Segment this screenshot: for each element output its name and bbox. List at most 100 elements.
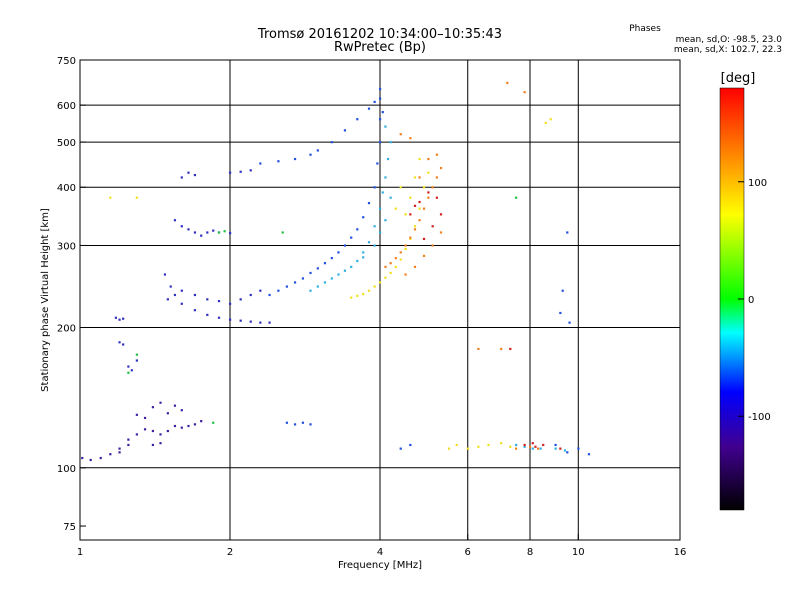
data-point <box>285 285 288 288</box>
data-point <box>362 216 365 219</box>
data-point <box>217 316 221 319</box>
data-point <box>343 129 347 132</box>
data-point <box>118 451 121 454</box>
x-tick-label: 10 <box>572 547 585 558</box>
y-tick-label: 75 <box>63 522 76 533</box>
data-point <box>523 445 526 448</box>
data-point <box>89 458 92 462</box>
data-point <box>127 443 130 447</box>
data-point <box>413 176 417 179</box>
data-point <box>409 236 412 239</box>
data-point <box>379 97 382 100</box>
data-point <box>554 443 557 447</box>
x-tick-label: 16 <box>674 547 687 558</box>
data-point <box>506 81 509 85</box>
data-point <box>373 100 376 104</box>
data-point <box>122 343 125 346</box>
data-point <box>559 447 562 450</box>
data-point <box>180 289 183 292</box>
data-point <box>413 265 417 268</box>
data-point <box>337 251 340 254</box>
data-point <box>127 438 130 441</box>
data-point <box>350 236 353 239</box>
data-point <box>466 447 469 450</box>
data-point <box>418 200 421 204</box>
data-point <box>151 429 155 433</box>
data-point <box>193 293 197 297</box>
data-point <box>343 269 347 272</box>
data-point <box>418 157 421 161</box>
data-point <box>281 231 284 234</box>
data-point <box>135 413 138 416</box>
data-point <box>439 166 443 170</box>
data-point <box>166 429 169 433</box>
data-point <box>169 285 172 288</box>
data-point <box>379 118 382 121</box>
data-point <box>323 262 327 265</box>
data-point <box>386 157 390 161</box>
data-point <box>384 219 387 222</box>
data-point <box>362 293 365 296</box>
grid-lines <box>80 60 680 540</box>
data-point <box>487 443 490 447</box>
y-tick-label: 100 <box>57 464 76 475</box>
data-point <box>409 196 412 199</box>
data-point <box>135 196 138 199</box>
data-point <box>114 316 118 319</box>
data-point <box>394 256 397 260</box>
data-point <box>379 231 382 234</box>
data-point <box>568 321 571 324</box>
data-point <box>447 447 451 450</box>
data-point <box>173 404 177 407</box>
data-point <box>130 369 133 372</box>
data-point <box>206 298 209 301</box>
data-point <box>561 289 564 292</box>
data-point <box>127 365 130 368</box>
data-point <box>159 433 162 436</box>
data-point <box>122 317 125 320</box>
x-tick-label: 8 <box>527 547 533 558</box>
chart-title: Tromsø 20161202 10:34:00–10:35:43 <box>257 27 502 42</box>
data-point <box>118 318 121 321</box>
data-point <box>277 289 280 292</box>
data-point <box>109 453 112 456</box>
data-point <box>431 186 434 189</box>
data-point <box>394 265 397 268</box>
data-point <box>285 421 288 424</box>
x-tick-label: 6 <box>465 547 471 558</box>
data-point <box>367 241 371 244</box>
data-point <box>212 229 215 232</box>
data-point <box>515 447 518 450</box>
data-point <box>431 244 434 247</box>
data-point <box>418 219 421 222</box>
data-point <box>217 231 221 234</box>
data-point <box>337 273 340 276</box>
data-point <box>229 318 232 321</box>
y-tick-label: 300 <box>57 241 76 252</box>
data-point <box>309 271 312 275</box>
data-point <box>330 141 333 144</box>
data-point <box>362 256 365 259</box>
data-point <box>404 273 407 276</box>
data-point <box>229 302 232 305</box>
data-point <box>435 176 438 179</box>
data-point <box>143 416 147 420</box>
chart-subtitle: RwPretec (Bp) <box>334 40 426 55</box>
data-point <box>343 244 347 247</box>
data-point <box>399 447 402 450</box>
data-point <box>435 196 438 199</box>
data-point <box>549 118 552 121</box>
data-point <box>422 254 426 258</box>
data-point <box>166 412 169 415</box>
data-point <box>356 228 359 231</box>
data-point <box>268 293 271 297</box>
data-point <box>316 285 319 288</box>
data-point <box>384 265 387 268</box>
data-point <box>309 153 312 156</box>
data-point <box>389 196 392 199</box>
colorbar-ticks: 100 0 -100 <box>738 178 771 423</box>
y-tick-label: 500 <box>57 138 76 149</box>
data-point <box>173 219 177 222</box>
data-point <box>316 267 319 270</box>
